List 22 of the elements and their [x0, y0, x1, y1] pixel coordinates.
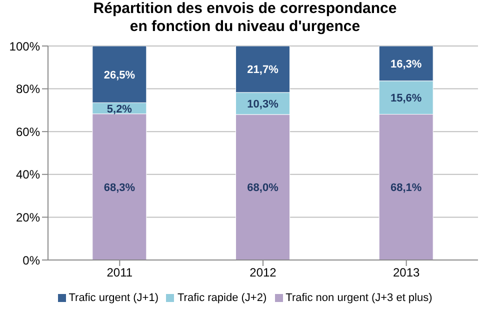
- legend-label: Trafic urgent (J+1): [68, 292, 158, 304]
- data-label: 26,5%: [104, 69, 136, 82]
- legend-label: Trafic rapide (J+2): [177, 292, 267, 304]
- y-tick-label: 0%: [22, 253, 40, 268]
- x-tick-label: 2011: [106, 266, 133, 280]
- y-tick-label: 40%: [16, 168, 40, 182]
- x-tick-label: 2012: [250, 266, 277, 280]
- legend-label: Trafic non urgent (J+3 et plus): [286, 292, 432, 304]
- data-label: 21,7%: [247, 64, 279, 76]
- y-tick-label: 80%: [16, 82, 40, 96]
- data-label: 5,2%: [106, 103, 132, 116]
- data-label: 68,3%: [104, 182, 136, 194]
- data-label: 68,1%: [390, 182, 422, 194]
- data-label: 15,6%: [390, 92, 422, 105]
- y-tick-label: 60%: [16, 124, 40, 139]
- chart-title: Répartition des envois de correspondance en fonction du niveau d'urgence: [92, 0, 398, 36]
- y-tick-label: 20%: [16, 210, 40, 224]
- data-label: 16,3%: [390, 58, 422, 70]
- y-tick-label: 100%: [9, 39, 40, 54]
- data-label: 10,3%: [247, 98, 279, 110]
- data-label: 68,0%: [247, 182, 279, 194]
- x-tick-label: 2013: [392, 266, 420, 280]
